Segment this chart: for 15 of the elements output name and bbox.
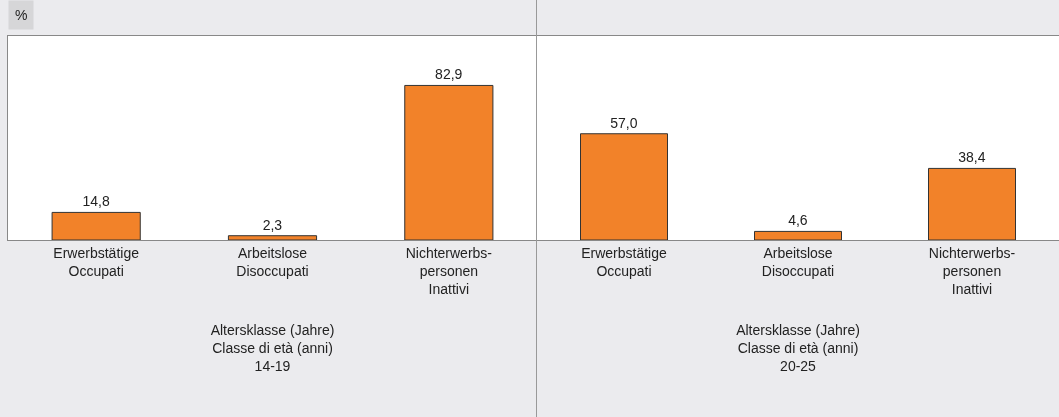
data-label: 2,3 xyxy=(262,216,283,233)
x-tick-label: Arbeitslose Disoccupati xyxy=(761,244,835,279)
x-axis-title: Altersklasse (Jahre) Classe di età (anni) 20-25 xyxy=(736,321,860,374)
data-label: 57,0 xyxy=(610,114,638,131)
x-axis-title: Altersklasse (Jahre) Classe di età (anni) 14-19 xyxy=(210,321,335,374)
y-axis-title: % xyxy=(15,7,28,23)
x-tick-label: Nichterwerbs- personen Inattivi xyxy=(928,244,1016,298)
data-label: 38,4 xyxy=(958,149,986,166)
x-tick-label: Erwerbstätige Occupati xyxy=(581,244,668,279)
data-label: 4,6 xyxy=(788,212,808,229)
x-tick-label: Erwerbstätige Occupati xyxy=(53,244,140,279)
x-tick-label: Arbeitslose Disoccupati xyxy=(236,244,309,279)
x-tick-label: Nichterwerbs- personen Inattivi xyxy=(405,244,493,298)
data-label: 14,8 xyxy=(82,193,110,210)
data-label: 82,9 xyxy=(435,66,463,83)
